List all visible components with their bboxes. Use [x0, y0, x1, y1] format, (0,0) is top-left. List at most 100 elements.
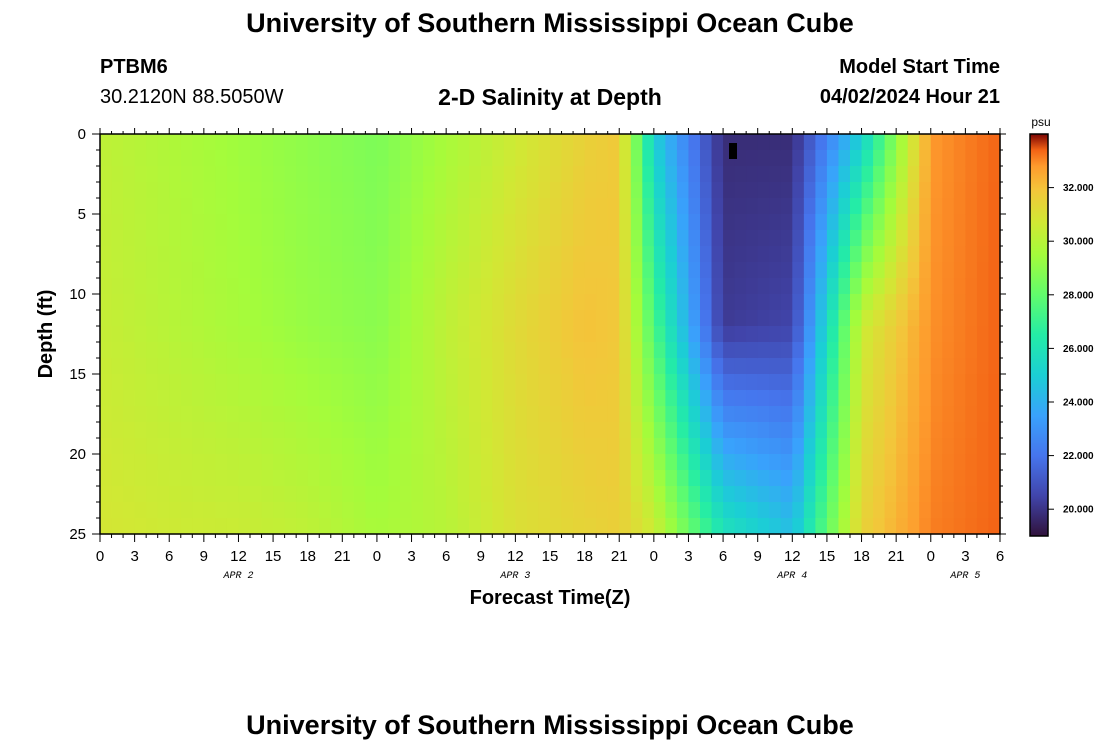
- heatmap-cell: [146, 438, 159, 455]
- heatmap-cell: [273, 326, 286, 343]
- heatmap-cell: [815, 454, 828, 471]
- heatmap-cell: [953, 342, 966, 359]
- heatmap-cell: [919, 374, 932, 391]
- heatmap-cell: [203, 214, 216, 231]
- heatmap-cell: [676, 262, 690, 279]
- heatmap-cell: [838, 150, 851, 167]
- heatmap-cell: [688, 470, 701, 487]
- heatmap-cell: [457, 342, 470, 359]
- heatmap-cell: [976, 262, 990, 279]
- heatmap-cell: [826, 358, 840, 375]
- heatmap-cell: [757, 134, 770, 151]
- heatmap-cell: [434, 294, 447, 311]
- heatmap-cell: [550, 166, 563, 183]
- heatmap-cell: [503, 150, 516, 167]
- heatmap-cell: [469, 422, 482, 439]
- heatmap-cell: [942, 150, 955, 167]
- heatmap-cell: [769, 294, 782, 311]
- heatmap-cell: [803, 214, 816, 231]
- heatmap-cell: [503, 438, 516, 455]
- heatmap-cell: [884, 166, 897, 183]
- heatmap-cell: [492, 438, 505, 455]
- heatmap-cell: [284, 390, 297, 407]
- x-tick-label: 21: [611, 548, 628, 565]
- heatmap-cell: [411, 230, 424, 247]
- heatmap-cell: [792, 294, 805, 311]
- heatmap-cell: [757, 230, 770, 247]
- heatmap-cell: [919, 422, 932, 439]
- heatmap-cell: [296, 150, 309, 167]
- heatmap-cell: [192, 342, 205, 359]
- heatmap-cell: [607, 518, 620, 535]
- heatmap-cell: [400, 358, 413, 375]
- heatmap-cell: [376, 150, 390, 167]
- heatmap-cell: [607, 262, 620, 279]
- heatmap-cell: [515, 150, 528, 167]
- heatmap-cell: [711, 486, 724, 503]
- heatmap-cell: [261, 486, 274, 503]
- heatmap-cell: [273, 422, 286, 439]
- heatmap-cell: [665, 406, 678, 423]
- heatmap-cell: [215, 454, 228, 471]
- heatmap-cell: [630, 246, 643, 263]
- heatmap-cell: [850, 358, 863, 375]
- heatmap-cell: [111, 422, 124, 439]
- heatmap-cell: [930, 230, 943, 247]
- heatmap-cell: [457, 294, 470, 311]
- heatmap-cell: [838, 502, 851, 519]
- heatmap-cell: [619, 502, 632, 519]
- heatmap-cell: [503, 262, 516, 279]
- heatmap-cell: [746, 214, 759, 231]
- heatmap-cell: [238, 198, 251, 215]
- heatmap-cell: [296, 390, 309, 407]
- heatmap-cell: [965, 470, 978, 487]
- colorbar-tick-label: 28.000: [1063, 290, 1094, 301]
- heatmap-cell: [700, 390, 713, 407]
- heatmap-cell: [307, 406, 320, 423]
- heatmap-cell: [526, 358, 540, 375]
- heatmap-cell: [746, 166, 759, 183]
- heatmap-cell: [203, 422, 216, 439]
- heatmap-cell: [769, 246, 782, 263]
- heatmap-cell: [157, 390, 170, 407]
- heatmap-cell: [215, 214, 228, 231]
- heatmap-cell: [376, 262, 390, 279]
- heatmap-cell: [653, 454, 666, 471]
- heatmap-cell: [642, 422, 655, 439]
- heatmap-cell: [503, 246, 516, 263]
- heatmap-cell: [111, 262, 124, 279]
- heatmap-cell: [342, 342, 355, 359]
- heatmap-cell: [353, 342, 366, 359]
- heatmap-cell: [815, 278, 828, 295]
- heatmap-cell: [515, 518, 528, 535]
- heatmap-cell: [503, 390, 516, 407]
- heatmap-cell: [169, 374, 182, 391]
- heatmap-cell: [250, 150, 263, 167]
- heatmap-cell: [584, 278, 597, 295]
- heatmap-cell: [538, 454, 551, 471]
- heatmap-cell: [238, 310, 251, 327]
- heatmap-cell: [965, 198, 978, 215]
- heatmap-cell: [573, 326, 586, 343]
- heatmap-cell: [423, 438, 436, 455]
- heatmap-cell: [469, 230, 482, 247]
- heatmap-cell: [861, 294, 874, 311]
- heatmap-cell: [850, 470, 863, 487]
- heatmap-cell: [180, 230, 193, 247]
- heatmap-cell: [400, 246, 413, 263]
- heatmap-cell: [826, 150, 840, 167]
- heatmap-cell: [192, 486, 205, 503]
- heatmap-cell: [319, 230, 332, 247]
- heatmap-cell: [192, 150, 205, 167]
- heatmap-cell: [400, 150, 413, 167]
- heatmap-cell: [850, 214, 863, 231]
- heatmap-cell: [134, 454, 147, 471]
- heatmap-cell: [965, 374, 978, 391]
- heatmap-cell: [388, 278, 401, 295]
- heatmap-cell: [988, 310, 1001, 327]
- heatmap-cell: [780, 374, 793, 391]
- heatmap-cell: [192, 310, 205, 327]
- heatmap-cell: [769, 390, 782, 407]
- x-tick-label: 6: [996, 548, 1004, 565]
- heatmap-cell: [353, 166, 366, 183]
